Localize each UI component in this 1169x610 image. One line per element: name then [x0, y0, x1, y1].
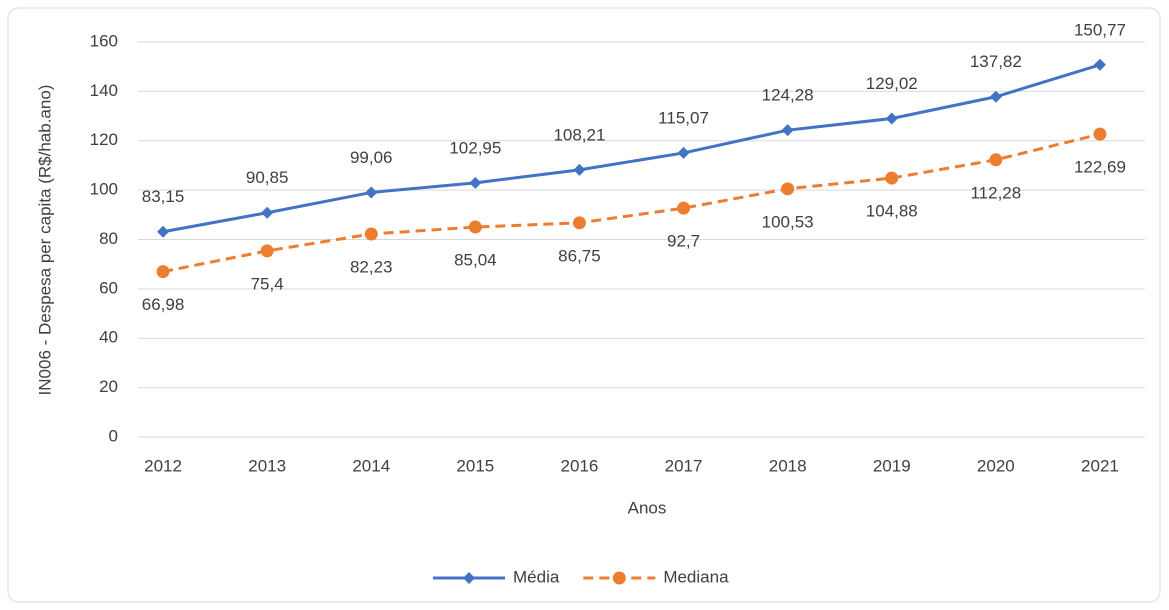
- x-tick-label: 2020: [977, 456, 1015, 475]
- legend-label: Mediana: [663, 567, 729, 586]
- data-point: [469, 176, 482, 189]
- data-label: 83,15: [142, 187, 185, 206]
- data-label: 66,98: [142, 295, 185, 314]
- legend-label: Média: [513, 567, 560, 586]
- data-label: 100,53: [762, 212, 814, 231]
- x-tick-label: 2013: [248, 456, 286, 475]
- data-label: 108,21: [553, 125, 605, 144]
- data-label: 112,28: [970, 183, 1021, 202]
- y-tick-label: 80: [99, 229, 118, 248]
- data-point: [260, 244, 274, 258]
- x-tick-label: 2019: [873, 456, 911, 475]
- data-point: [781, 124, 794, 137]
- x-axis-label: Anos: [628, 498, 667, 517]
- data-label: 90,85: [246, 168, 289, 187]
- y-tick-label: 140: [90, 81, 118, 100]
- x-tick-label: 2014: [352, 456, 390, 475]
- x-tick-label: 2018: [769, 456, 807, 475]
- data-point: [677, 201, 691, 215]
- data-label: 82,23: [350, 257, 393, 276]
- data-label: 124,28: [762, 86, 814, 105]
- data-label: 115,07: [658, 108, 709, 127]
- data-label: 129,02: [866, 74, 918, 93]
- data-label: 75,4: [251, 274, 284, 293]
- data-point: [468, 220, 482, 234]
- x-tick-label: 2015: [456, 456, 494, 475]
- x-tick-label: 2017: [665, 456, 703, 475]
- data-point: [572, 216, 586, 230]
- data-point: [573, 163, 586, 176]
- data-label: 102,95: [449, 138, 501, 157]
- y-tick-label: 0: [109, 426, 118, 445]
- y-axis-label: IN006 - Despesa per capita (R$/hab.ano): [35, 85, 54, 396]
- data-point: [885, 112, 898, 125]
- y-tick-label: 100: [90, 180, 118, 199]
- series-line: [162, 132, 1101, 274]
- data-point: [261, 206, 274, 219]
- data-label: 86,75: [558, 246, 601, 265]
- data-label: 85,04: [454, 251, 497, 270]
- x-tick-label: 2016: [561, 456, 599, 475]
- legend-marker: [612, 571, 626, 585]
- data-label: 137,82: [970, 52, 1022, 71]
- legend-marker: [463, 572, 475, 584]
- data-point: [989, 90, 1002, 103]
- data-point: [885, 171, 899, 185]
- y-tick-label: 120: [90, 130, 118, 149]
- y-tick-label: 160: [90, 31, 118, 50]
- data-point: [157, 225, 170, 238]
- data-point: [989, 153, 1003, 167]
- y-tick-label: 20: [99, 377, 118, 396]
- y-tick-label: 40: [99, 328, 118, 347]
- data-label: 92,7: [667, 232, 700, 251]
- data-label: 99,06: [350, 148, 393, 167]
- data-label: 150,77: [1074, 20, 1126, 39]
- chart-frame: [7, 7, 1161, 603]
- x-tick-label: 2012: [144, 456, 182, 475]
- data-label: 104,88: [866, 202, 918, 221]
- y-tick-label: 60: [99, 278, 118, 297]
- data-point: [1093, 58, 1106, 71]
- data-point: [364, 227, 378, 241]
- data-point: [365, 186, 378, 199]
- data-point: [156, 265, 170, 279]
- data-point: [781, 182, 795, 196]
- series-line: [162, 63, 1101, 234]
- data-point: [677, 146, 690, 159]
- x-tick-label: 2021: [1081, 456, 1119, 475]
- data-label: 122,69: [1074, 158, 1126, 177]
- data-point: [1093, 127, 1107, 141]
